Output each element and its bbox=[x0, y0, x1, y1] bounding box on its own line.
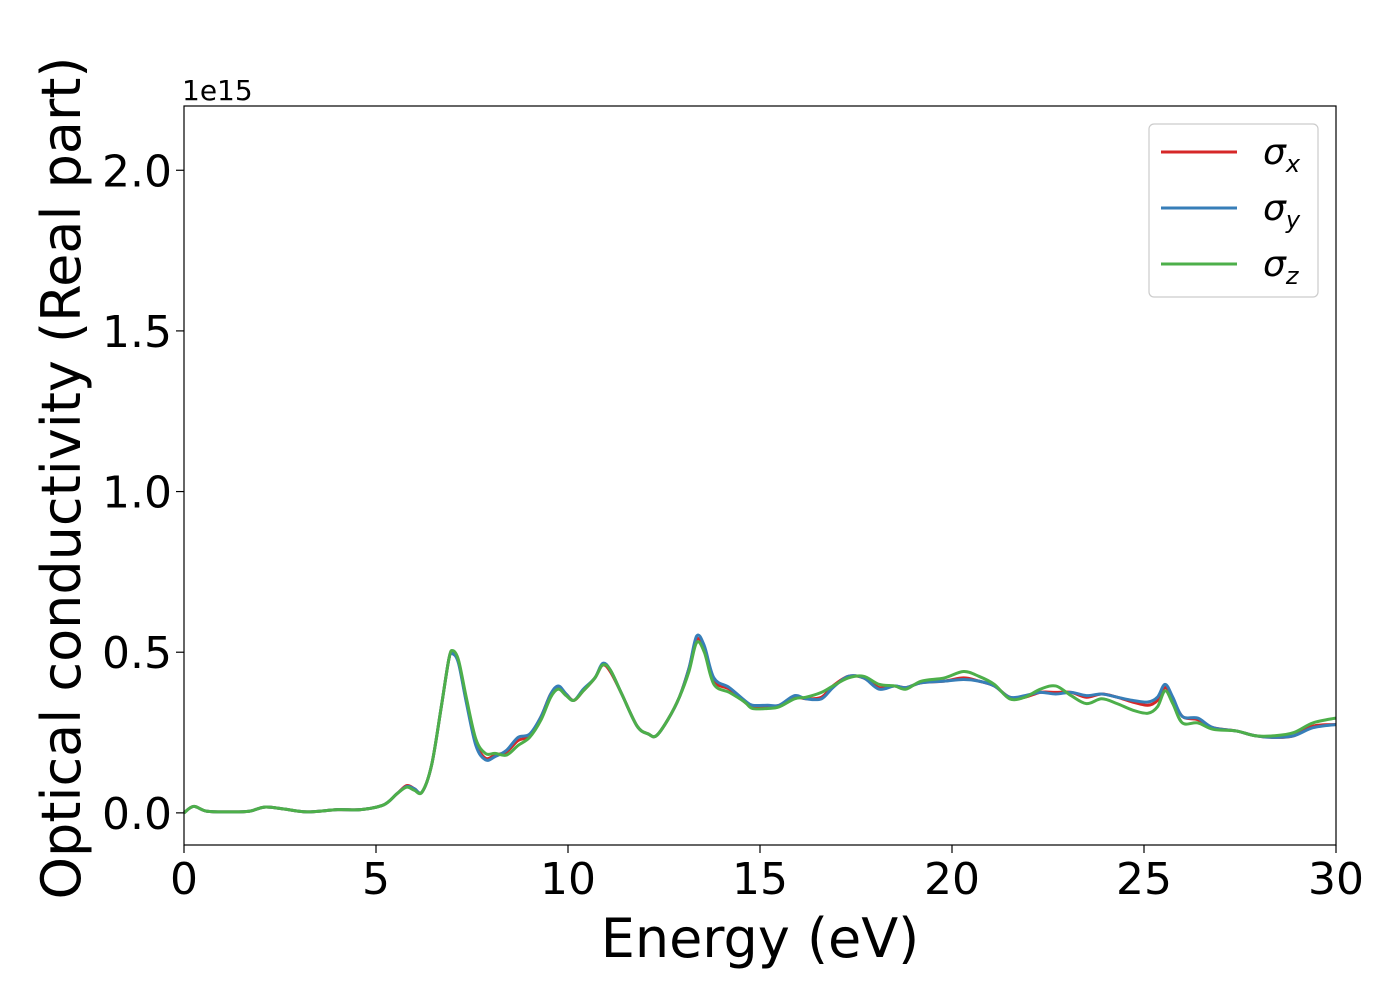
y-axis: 0.0 0.5 1.0 1.5 2.0 bbox=[102, 146, 184, 840]
x-tick-label: 10 bbox=[540, 854, 596, 905]
y-tick-label: 0.0 bbox=[102, 789, 172, 840]
y-tick-label: 0.5 bbox=[102, 628, 172, 679]
y-tick-label: 1.5 bbox=[102, 307, 172, 358]
y-tick-label: 1.0 bbox=[102, 468, 172, 519]
y-axis-title: Optical conductivity (Real part) bbox=[30, 57, 93, 900]
legend-box bbox=[1148, 123, 1319, 298]
y-tick-label: 2.0 bbox=[102, 146, 172, 197]
legend-label-x: σx bbox=[1263, 132, 1301, 178]
x-tick-label: 0 bbox=[170, 854, 198, 905]
y-offset-label: 1e15 bbox=[182, 74, 253, 107]
x-tick-label: 5 bbox=[362, 854, 390, 905]
x-axis-title: Energy (eV) bbox=[601, 907, 920, 970]
x-tick-label: 15 bbox=[732, 854, 788, 905]
legend-label-y: σy bbox=[1263, 188, 1301, 234]
x-tick-label: 20 bbox=[924, 854, 980, 905]
x-axis: 0 5 10 15 20 25 30 bbox=[170, 845, 1364, 905]
series-line-z bbox=[183, 640, 1337, 815]
x-tick-label: 30 bbox=[1308, 854, 1364, 905]
x-tick-label: 25 bbox=[1116, 854, 1172, 905]
series-layer bbox=[183, 633, 1337, 815]
